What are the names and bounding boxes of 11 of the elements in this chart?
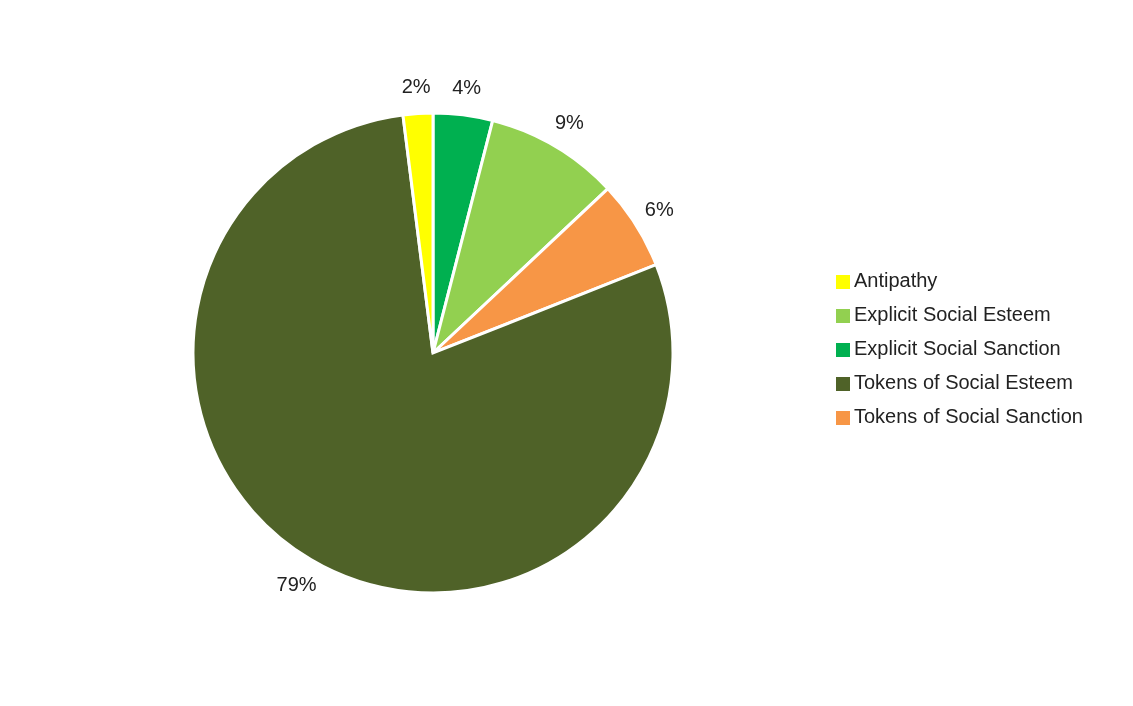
data-label: 9% bbox=[554, 111, 585, 134]
legend-label: Tokens of Social Sanction bbox=[853, 405, 1083, 427]
data-label: 4% bbox=[452, 76, 482, 99]
legend-label: Explicit Social Sanction bbox=[853, 337, 1061, 359]
data-label: 2% bbox=[401, 74, 431, 97]
data-label: 6% bbox=[644, 198, 674, 221]
legend-label: Antipathy bbox=[853, 269, 938, 291]
data-label: 79% bbox=[276, 572, 317, 595]
legend-label: Tokens of Social Esteem bbox=[853, 371, 1073, 393]
pie-slice bbox=[191, 113, 675, 595]
legend-label: Explicit Social Esteem bbox=[853, 303, 1051, 325]
